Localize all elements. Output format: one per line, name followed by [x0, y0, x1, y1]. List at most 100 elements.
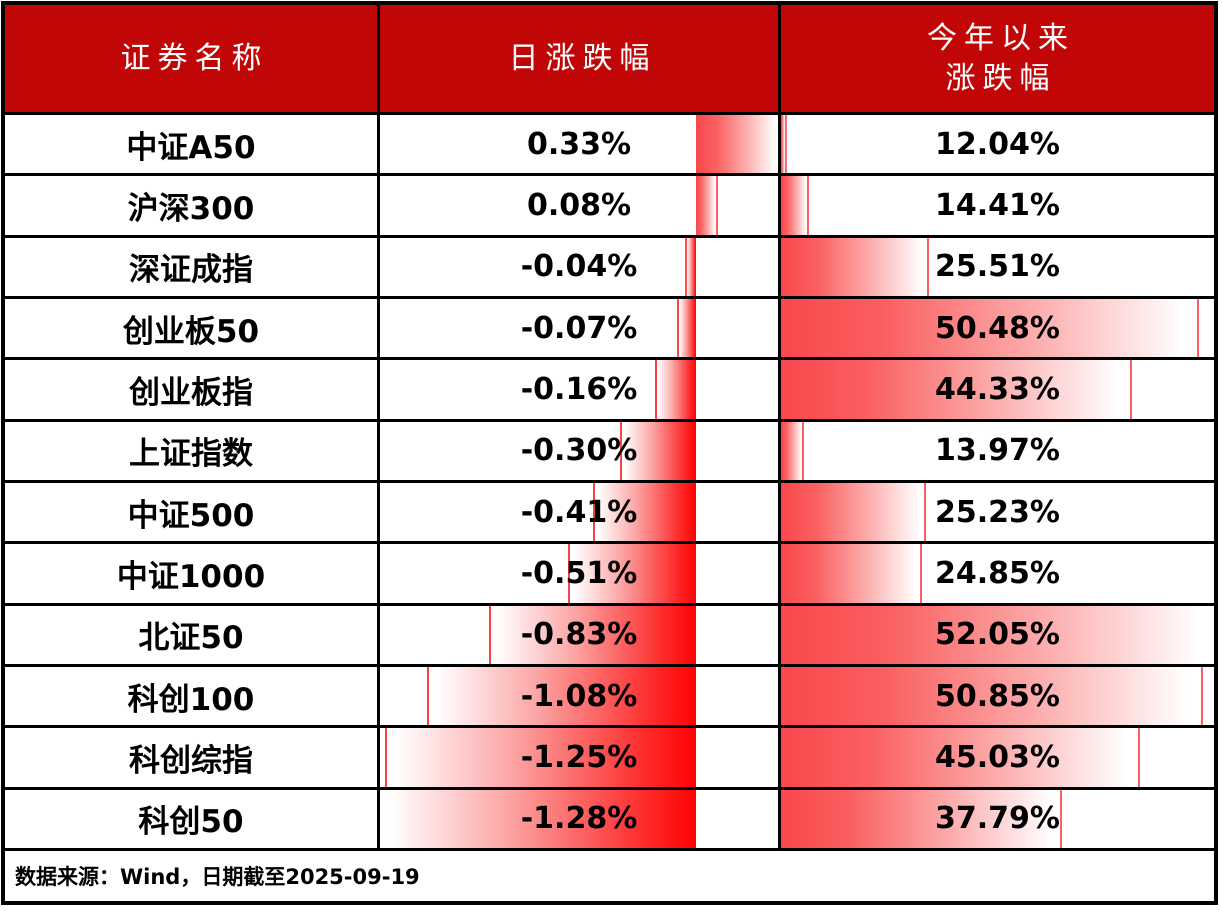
table-row: 北证50 -0.83% 52.05% — [5, 605, 1214, 664]
table-footer: 数据来源：Wind，日期截至2025-09-19 — [5, 850, 1214, 901]
ytd-change-cell: 25.23% — [781, 482, 1214, 542]
daily-change-databar — [380, 789, 697, 848]
table-row: 上证指数 -0.30% 13.97% — [5, 421, 1214, 480]
daily-change-value: -0.51% — [520, 555, 638, 591]
ytd-change-value: 12.04% — [935, 126, 1060, 162]
ytd-change-cell: 25.51% — [781, 237, 1214, 296]
daily-change-databar — [677, 298, 697, 358]
security-name-cell: 沪深300 — [5, 176, 377, 235]
daily-change-databar — [568, 544, 697, 603]
security-name: 科创综指 — [129, 742, 253, 779]
security-name: 中证1000 — [116, 558, 266, 595]
ytd-change-databar — [781, 482, 926, 542]
security-name-cell: 科创综指 — [5, 728, 377, 787]
daily-change-value: -1.28% — [520, 801, 638, 837]
table-row: 中证1000 -0.51% 24.85% — [5, 544, 1214, 603]
table-row: 中证A50 0.33% 12.04% — [5, 115, 1214, 174]
ytd-change-value: 24.85% — [935, 555, 1060, 591]
daily-change-value: 0.33% — [526, 126, 632, 162]
header-ytd-change-line1: 今年以来 — [927, 21, 1075, 55]
daily-change-cell: -0.41% — [380, 482, 778, 542]
daily-change-databar — [684, 237, 697, 296]
header-ytd-change-line2: 涨跌幅 — [945, 61, 1057, 95]
table-row: 中证500 -0.41% 25.23% — [5, 482, 1214, 542]
ytd-change-databar — [781, 728, 1141, 787]
daily-change-cell: 0.33% — [380, 115, 778, 174]
ytd-change-value: 37.79% — [935, 801, 1060, 837]
header-daily-change: 日涨跌幅 — [380, 5, 778, 112]
daily-change-databar — [593, 482, 697, 542]
daily-change-value: -0.83% — [520, 617, 638, 653]
ytd-change-value: 44.33% — [935, 371, 1060, 407]
ytd-change-cell: 37.79% — [781, 789, 1214, 848]
security-name: 深证成指 — [129, 252, 253, 289]
ytd-change-value: 13.97% — [935, 433, 1060, 469]
security-name: 科创100 — [127, 681, 255, 718]
daily-change-value: -0.30% — [520, 433, 638, 469]
ytd-change-databar — [781, 605, 1214, 664]
daily-change-cell: -0.16% — [380, 360, 778, 419]
daily-change-databar — [620, 421, 697, 480]
daily-change-value: -0.04% — [520, 249, 638, 285]
ytd-change-databar — [781, 360, 1133, 419]
security-name: 创业板指 — [129, 374, 253, 411]
security-name: 北证50 — [138, 620, 244, 657]
ytd-change-value: 25.51% — [935, 249, 1060, 285]
ytd-change-databar — [781, 237, 929, 296]
ytd-change-cell: 12.04% — [781, 115, 1214, 174]
ytd-change-value: 14.41% — [935, 187, 1060, 223]
ytd-change-cell: 14.41% — [781, 176, 1214, 235]
daily-change-value: -0.41% — [520, 494, 638, 530]
security-name: 创业板50 — [122, 313, 260, 350]
daily-change-databar — [385, 728, 697, 787]
daily-change-databar — [654, 360, 697, 419]
security-name: 中证A50 — [126, 129, 256, 166]
header-ytd-change: 今年以来 涨跌幅 — [781, 5, 1214, 112]
ytd-change-cell: 13.97% — [781, 421, 1214, 480]
ytd-change-databar — [781, 789, 1062, 848]
table-header-row: 证券名称 日涨跌幅 今年以来 涨跌幅 — [5, 5, 1214, 112]
daily-change-databar — [696, 176, 719, 235]
header-security-name-label: 证券名称 — [120, 41, 269, 75]
data-source-note: 数据来源：Wind，日期截至2025-09-19 — [15, 864, 420, 889]
ytd-change-databar — [781, 666, 1203, 726]
daily-change-value: -1.25% — [520, 739, 638, 775]
daily-change-cell: -0.07% — [380, 298, 778, 358]
table-row: 沪深300 0.08% 14.41% — [5, 176, 1214, 235]
daily-change-cell: -0.83% — [380, 605, 778, 664]
security-name-cell: 中证A50 — [5, 115, 377, 174]
ytd-change-cell: 45.03% — [781, 728, 1214, 787]
daily-change-databar — [489, 605, 697, 664]
security-name-cell: 创业板指 — [5, 360, 377, 419]
security-name-cell: 北证50 — [5, 605, 377, 664]
ytd-change-databar — [781, 115, 788, 174]
ytd-change-value: 52.05% — [935, 617, 1060, 653]
daily-change-value: -0.16% — [520, 371, 638, 407]
ytd-change-value: 25.23% — [935, 494, 1060, 530]
daily-change-cell: -1.25% — [380, 728, 778, 787]
ytd-change-value: 50.85% — [935, 678, 1060, 714]
header-daily-change-label: 日涨跌幅 — [508, 41, 657, 75]
security-name: 中证500 — [127, 497, 255, 534]
table-row: 深证成指 -0.04% 25.51% — [5, 237, 1214, 296]
ytd-change-databar — [781, 544, 922, 603]
daily-change-databar — [696, 115, 778, 174]
daily-change-cell: 0.08% — [380, 176, 778, 235]
security-name-cell: 中证500 — [5, 482, 377, 542]
ytd-change-cell: 24.85% — [781, 544, 1214, 603]
security-name-cell: 科创50 — [5, 789, 377, 848]
ytd-change-cell: 44.33% — [781, 360, 1214, 419]
table-row: 科创100 -1.08% 50.85% — [5, 666, 1214, 726]
security-name-cell: 上证指数 — [5, 421, 377, 480]
daily-change-databar — [427, 666, 697, 726]
daily-change-cell: -1.28% — [380, 789, 778, 848]
table-row: 科创综指 -1.25% 45.03% — [5, 728, 1214, 787]
ytd-change-value: 45.03% — [935, 739, 1060, 775]
daily-change-cell: -0.30% — [380, 421, 778, 480]
daily-change-cell: -0.04% — [380, 237, 778, 296]
header-security-name: 证券名称 — [5, 5, 377, 112]
security-name-cell: 创业板50 — [5, 298, 377, 358]
ytd-change-databar — [781, 421, 804, 480]
table-row: 创业板指 -0.16% 44.33% — [5, 360, 1214, 419]
